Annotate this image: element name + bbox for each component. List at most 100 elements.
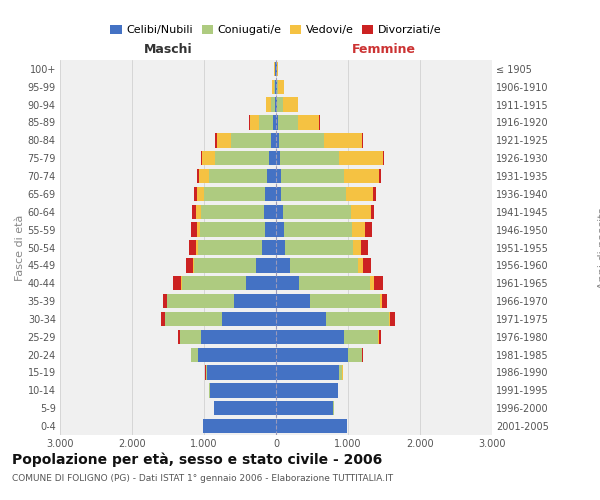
Bar [276,366,339,380]
Bar [259,116,273,130]
Bar [182,276,246,290]
Bar [214,401,276,415]
Bar [283,204,351,219]
Bar [201,330,276,344]
Bar [204,187,265,201]
Bar [202,204,264,219]
Bar [277,80,278,94]
Bar [374,276,383,290]
Bar [283,98,298,112]
Legend: Celibi/Nubili, Coniugati/e, Vedovi/e, Divorziati/e: Celibi/Nubili, Coniugati/e, Vedovi/e, Di… [106,20,446,40]
Bar [264,204,276,219]
Bar [196,204,202,219]
Bar [373,187,376,201]
Bar [266,98,271,112]
Bar [353,240,361,254]
Bar [276,133,279,148]
Bar [202,151,215,166]
Bar [276,330,344,344]
Bar [167,294,233,308]
Bar [365,222,372,237]
Bar [276,80,277,94]
Bar [161,312,164,326]
Bar [194,187,197,201]
Y-axis label: Fasce di età: Fasce di età [14,214,25,280]
Bar [178,330,180,344]
Bar [383,151,384,166]
Bar [285,240,353,254]
Bar [173,276,181,290]
Bar [281,169,344,183]
Bar [276,169,281,183]
Bar [275,98,276,112]
Bar [193,204,196,219]
Bar [197,348,276,362]
Bar [209,169,268,183]
Text: Popolazione per età, sesso e stato civile - 2006: Popolazione per età, sesso e stato civil… [12,452,382,467]
Bar [298,116,319,130]
Bar [197,240,262,254]
Bar [180,330,201,344]
Bar [364,258,371,272]
Bar [379,330,381,344]
Bar [197,169,199,183]
Bar [389,312,391,326]
Bar [278,116,298,130]
Bar [323,133,362,148]
Bar [338,151,383,166]
Bar [380,294,382,308]
Bar [230,133,271,148]
Bar [200,222,265,237]
Bar [276,98,277,112]
Bar [268,169,276,183]
Bar [310,294,380,308]
Bar [203,419,276,433]
Bar [391,312,395,326]
Bar [379,169,382,183]
Bar [347,348,362,362]
Bar [275,62,276,76]
Bar [269,151,276,166]
Bar [163,294,167,308]
Bar [352,222,365,237]
Bar [344,330,378,344]
Bar [276,383,338,398]
Bar [284,222,352,237]
Bar [351,204,371,219]
Bar [276,222,284,237]
Text: COMUNE DI FOLIGNO (PG) - Dati ISTAT 1° gennaio 2006 - Elaborazione TUTTITALIA.IT: COMUNE DI FOLIGNO (PG) - Dati ISTAT 1° g… [12,474,393,483]
Bar [206,366,207,380]
Bar [197,222,200,237]
Bar [165,312,222,326]
Bar [276,401,333,415]
Bar [299,276,370,290]
Bar [276,240,285,254]
Bar [197,187,204,201]
Bar [246,276,276,290]
Bar [277,98,283,112]
Bar [276,294,310,308]
Bar [382,294,388,308]
Bar [191,348,197,362]
Bar [207,366,276,380]
Bar [217,133,230,148]
Bar [279,133,323,148]
Bar [271,98,275,112]
Bar [262,240,276,254]
Bar [370,276,374,290]
Y-axis label: Anni di nascita: Anni di nascita [598,206,600,289]
Bar [278,80,284,94]
Bar [344,169,379,183]
Bar [185,258,193,272]
Bar [215,151,269,166]
Bar [256,258,276,272]
Text: Maschi: Maschi [143,44,193,57]
Bar [276,151,280,166]
Bar [194,258,256,272]
Bar [276,258,290,272]
Bar [271,133,276,148]
Bar [191,222,197,237]
Bar [189,240,196,254]
Bar [346,187,373,201]
Bar [326,312,389,326]
